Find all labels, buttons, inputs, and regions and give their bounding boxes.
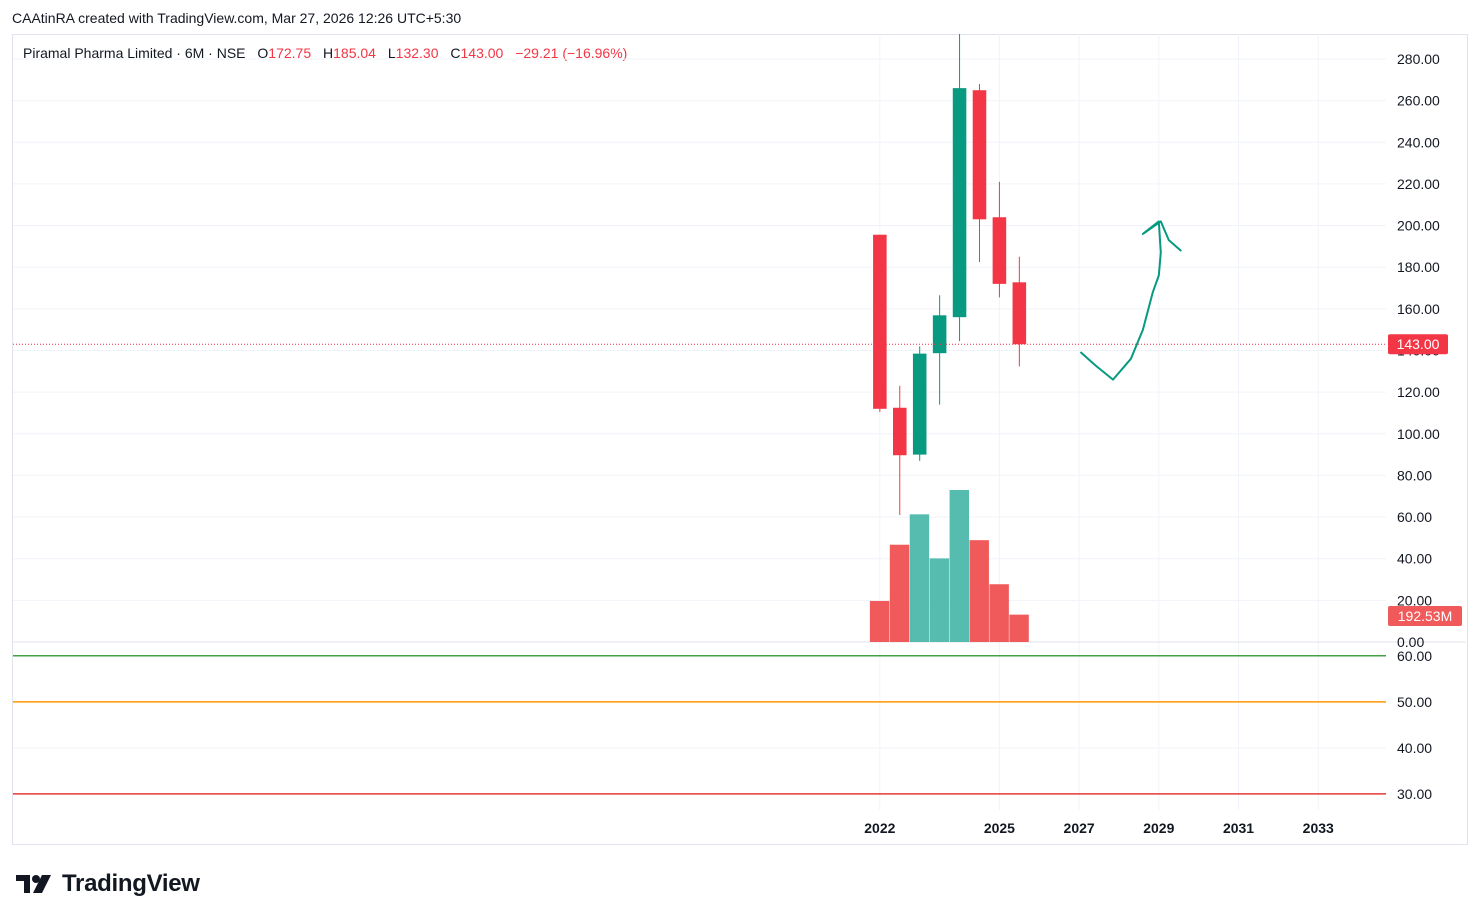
price-tick-label: 220.00 (1397, 176, 1440, 192)
time-tick-label: 2029 (1143, 820, 1174, 836)
candle-body[interactable] (932, 315, 947, 354)
indicator-levels (13, 655, 1386, 795)
forecast-drawing[interactable] (1080, 220, 1182, 381)
volume-badge-label: 192.53M (1398, 608, 1452, 624)
last-price-badge (1388, 334, 1448, 355)
legend-symbol[interactable]: Piramal Pharma Limited · 6M · NSE (23, 45, 246, 61)
price-tick-label: 40.00 (1397, 551, 1432, 567)
price-tick-label: 260.00 (1397, 93, 1440, 109)
time-tick-label: 2025 (984, 820, 1015, 836)
volume-bar (969, 540, 989, 642)
volume-bar (909, 514, 930, 642)
last-price-badge-label: 143.00 (1397, 336, 1440, 352)
tradingview-logo-icon (16, 875, 51, 893)
legend-low-label: L (387, 45, 396, 61)
time-tick-label: 2022 (864, 820, 895, 836)
time-axis[interactable]: 2022 2025 2027 2029 2031 2033 (864, 820, 1334, 836)
volume-bar (949, 490, 970, 642)
indicator-tick-label: 60.00 (1397, 648, 1432, 664)
price-tick-label: 280.00 (1397, 51, 1440, 67)
volume-badge (1388, 606, 1462, 626)
candles[interactable] (873, 34, 1027, 515)
candle-body[interactable] (992, 217, 1007, 284)
grid-lines (13, 34, 1466, 810)
price-tick-label: 180.00 (1397, 259, 1440, 275)
header-note: CAAtinRA created with TradingView.com, M… (12, 10, 462, 26)
candle-body[interactable] (1012, 282, 1027, 345)
indicator-tick-label: 40.00 (1397, 740, 1432, 756)
legend-open-label: O (257, 45, 269, 61)
legend-close-label: C (450, 45, 461, 61)
chart-frame (12, 34, 1468, 845)
volume-bars (869, 490, 1029, 642)
legend-close-value: 143.00 (460, 45, 504, 61)
price-tick-label: 60.00 (1397, 509, 1432, 525)
volume-bar (929, 558, 950, 642)
price-tick-label: 100.00 (1397, 426, 1440, 442)
price-tick-label: 160.00 (1397, 301, 1440, 317)
indicator-tick-label: 50.00 (1397, 694, 1432, 710)
volume-bar (989, 584, 1009, 642)
time-tick-label: 2033 (1303, 820, 1334, 836)
price-badges: 143.00 192.53M (1388, 334, 1462, 626)
candle-body[interactable] (952, 88, 967, 318)
price-tick-label: 120.00 (1397, 384, 1440, 400)
indicator-tick-label: 30.00 (1397, 786, 1432, 802)
candle-body[interactable] (972, 90, 987, 220)
legend-low-value: 132.30 (395, 45, 439, 61)
forecast-brush-stroke[interactable] (1080, 220, 1182, 381)
time-tick-label: 2027 (1064, 820, 1095, 836)
price-tick-label: 80.00 (1397, 467, 1432, 483)
candle-body[interactable] (892, 407, 907, 456)
candle-body[interactable] (873, 234, 887, 409)
price-tick-label: 200.00 (1397, 218, 1440, 234)
volume-bar (1009, 614, 1029, 642)
indicator-axis[interactable]: 30.00 40.00 50.00 60.00 (1397, 648, 1432, 802)
legend-high-label: H (323, 45, 334, 61)
candle-body[interactable] (912, 353, 927, 455)
price-tick-label: 20.00 (1397, 592, 1432, 608)
price-tick-label: 240.00 (1397, 134, 1440, 150)
time-tick-label: 2031 (1223, 820, 1254, 836)
price-tick-label: 0.00 (1397, 634, 1424, 650)
legend-change: −29.21 (−16.96%) (515, 45, 628, 61)
tradingview-logo[interactable]: TradingView (16, 870, 200, 898)
tradingview-wordmark: TradingView (62, 870, 200, 897)
volume-bar (889, 544, 910, 642)
legend-high-value: 185.04 (333, 45, 376, 61)
volume-bar (869, 600, 890, 642)
chart-legend: Piramal Pharma Limited · 6M · NSE O172.7… (23, 45, 627, 61)
legend-open-value: 172.75 (268, 45, 312, 61)
